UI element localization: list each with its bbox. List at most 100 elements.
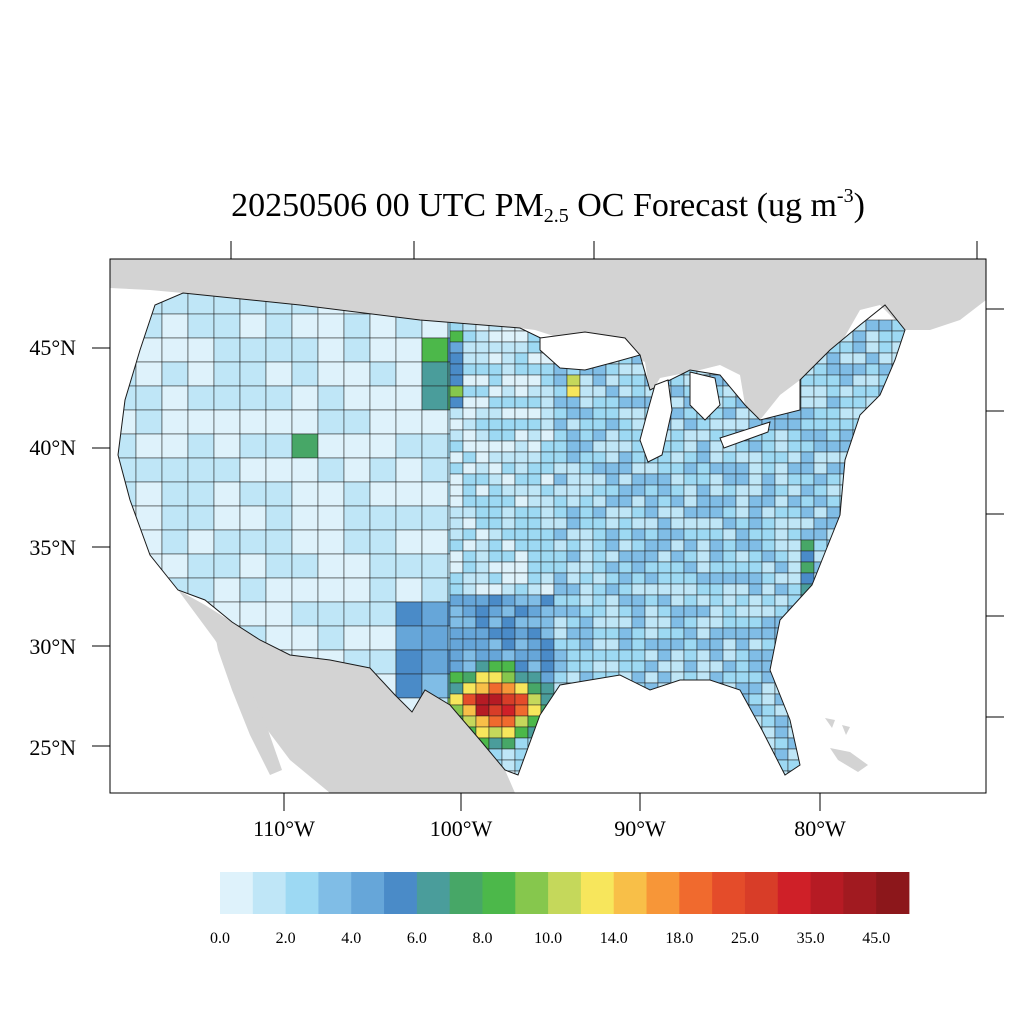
county-cell bbox=[514, 726, 529, 739]
county-cell bbox=[553, 451, 568, 464]
county-cell bbox=[800, 495, 815, 508]
county-cell bbox=[579, 440, 594, 453]
colorbar-label: 45.0 bbox=[862, 930, 890, 947]
county-cell bbox=[735, 528, 750, 541]
county-cell bbox=[395, 601, 423, 627]
county-cell bbox=[343, 313, 371, 339]
county-cell bbox=[813, 385, 828, 398]
county-cell bbox=[787, 495, 802, 508]
county-cell bbox=[722, 517, 737, 530]
county-cell bbox=[579, 484, 594, 497]
colorbar-swatch bbox=[220, 872, 254, 914]
county-cell bbox=[265, 433, 293, 459]
county-cell bbox=[787, 451, 802, 464]
county-cell bbox=[317, 529, 345, 555]
county-cell bbox=[395, 625, 423, 651]
latitude-labels: 45°N 40°N 35°N 30°N 25°N bbox=[29, 335, 76, 760]
county-cell bbox=[553, 495, 568, 508]
county-cell bbox=[462, 429, 477, 442]
county-cell bbox=[265, 385, 293, 411]
county-cell bbox=[748, 539, 763, 552]
county-cell bbox=[501, 341, 516, 354]
county-cell bbox=[540, 385, 555, 398]
county-cell bbox=[213, 385, 241, 411]
county-cell bbox=[395, 577, 423, 603]
county-cell bbox=[670, 440, 685, 453]
county-cell bbox=[696, 583, 711, 596]
county-cell bbox=[878, 319, 893, 332]
county-cell bbox=[579, 616, 594, 629]
county-cell bbox=[501, 550, 516, 563]
county-cell bbox=[395, 505, 423, 531]
county-cell bbox=[592, 627, 607, 640]
county-cell bbox=[657, 495, 672, 508]
lat-label-30: 30°N bbox=[29, 634, 76, 659]
county-cell bbox=[813, 528, 828, 541]
county-cell bbox=[800, 462, 815, 475]
county-cell bbox=[187, 361, 215, 387]
county-cell bbox=[540, 429, 555, 442]
county-cell bbox=[644, 506, 659, 519]
county-cell bbox=[527, 638, 542, 651]
county-cell bbox=[395, 409, 423, 435]
county-cell bbox=[826, 418, 841, 431]
county-cell bbox=[696, 572, 711, 585]
county-cell bbox=[644, 572, 659, 585]
county-cell bbox=[501, 583, 516, 596]
county-cell bbox=[683, 462, 698, 475]
county-cell bbox=[709, 418, 724, 431]
county-cell bbox=[317, 553, 345, 579]
county-cell bbox=[605, 407, 620, 420]
county-cell bbox=[696, 638, 711, 651]
county-cell bbox=[618, 506, 633, 519]
county-cell bbox=[566, 517, 581, 530]
county-cell bbox=[449, 473, 464, 486]
lon-label-90w: 90°W bbox=[614, 816, 666, 841]
county-cell bbox=[566, 484, 581, 497]
county-cell bbox=[683, 528, 698, 541]
county-cell bbox=[644, 671, 659, 684]
county-cell bbox=[501, 682, 516, 695]
colorbar-swatch bbox=[679, 872, 713, 914]
county-cell bbox=[395, 553, 423, 579]
county-cell bbox=[657, 550, 672, 563]
county-cell bbox=[787, 517, 802, 530]
county-cell bbox=[514, 737, 529, 750]
county-cell bbox=[527, 671, 542, 684]
county-cell bbox=[761, 605, 776, 618]
county-cell bbox=[553, 561, 568, 574]
county-cell bbox=[488, 484, 503, 497]
county-cell bbox=[475, 638, 490, 651]
county-cell bbox=[343, 361, 371, 387]
county-cell bbox=[187, 553, 215, 579]
county-cell bbox=[566, 374, 581, 387]
county-cell bbox=[839, 352, 854, 365]
county-cell bbox=[317, 433, 345, 459]
county-cell bbox=[644, 660, 659, 673]
county-cell bbox=[852, 363, 867, 376]
county-cell bbox=[369, 361, 397, 387]
county-cell bbox=[865, 352, 880, 365]
county-cell bbox=[696, 660, 711, 673]
county-cell bbox=[462, 440, 477, 453]
county-cell bbox=[488, 517, 503, 530]
county-cell bbox=[657, 506, 672, 519]
county-cell bbox=[501, 363, 516, 376]
county-cell bbox=[579, 572, 594, 585]
county-cell bbox=[462, 418, 477, 431]
county-cell bbox=[475, 583, 490, 596]
county-cell bbox=[787, 561, 802, 574]
county-cell bbox=[592, 539, 607, 552]
county-cell bbox=[800, 484, 815, 497]
county-cell bbox=[488, 704, 503, 717]
county-cell bbox=[239, 529, 267, 555]
county-cell bbox=[239, 409, 267, 435]
axis-ticks bbox=[92, 241, 1004, 811]
lake-erie bbox=[719, 421, 771, 449]
county-cell bbox=[501, 572, 516, 585]
county-cell bbox=[657, 473, 672, 486]
county-cell bbox=[618, 583, 633, 596]
county-cell bbox=[631, 605, 646, 618]
county-cell bbox=[774, 737, 789, 750]
county-cell bbox=[579, 561, 594, 574]
